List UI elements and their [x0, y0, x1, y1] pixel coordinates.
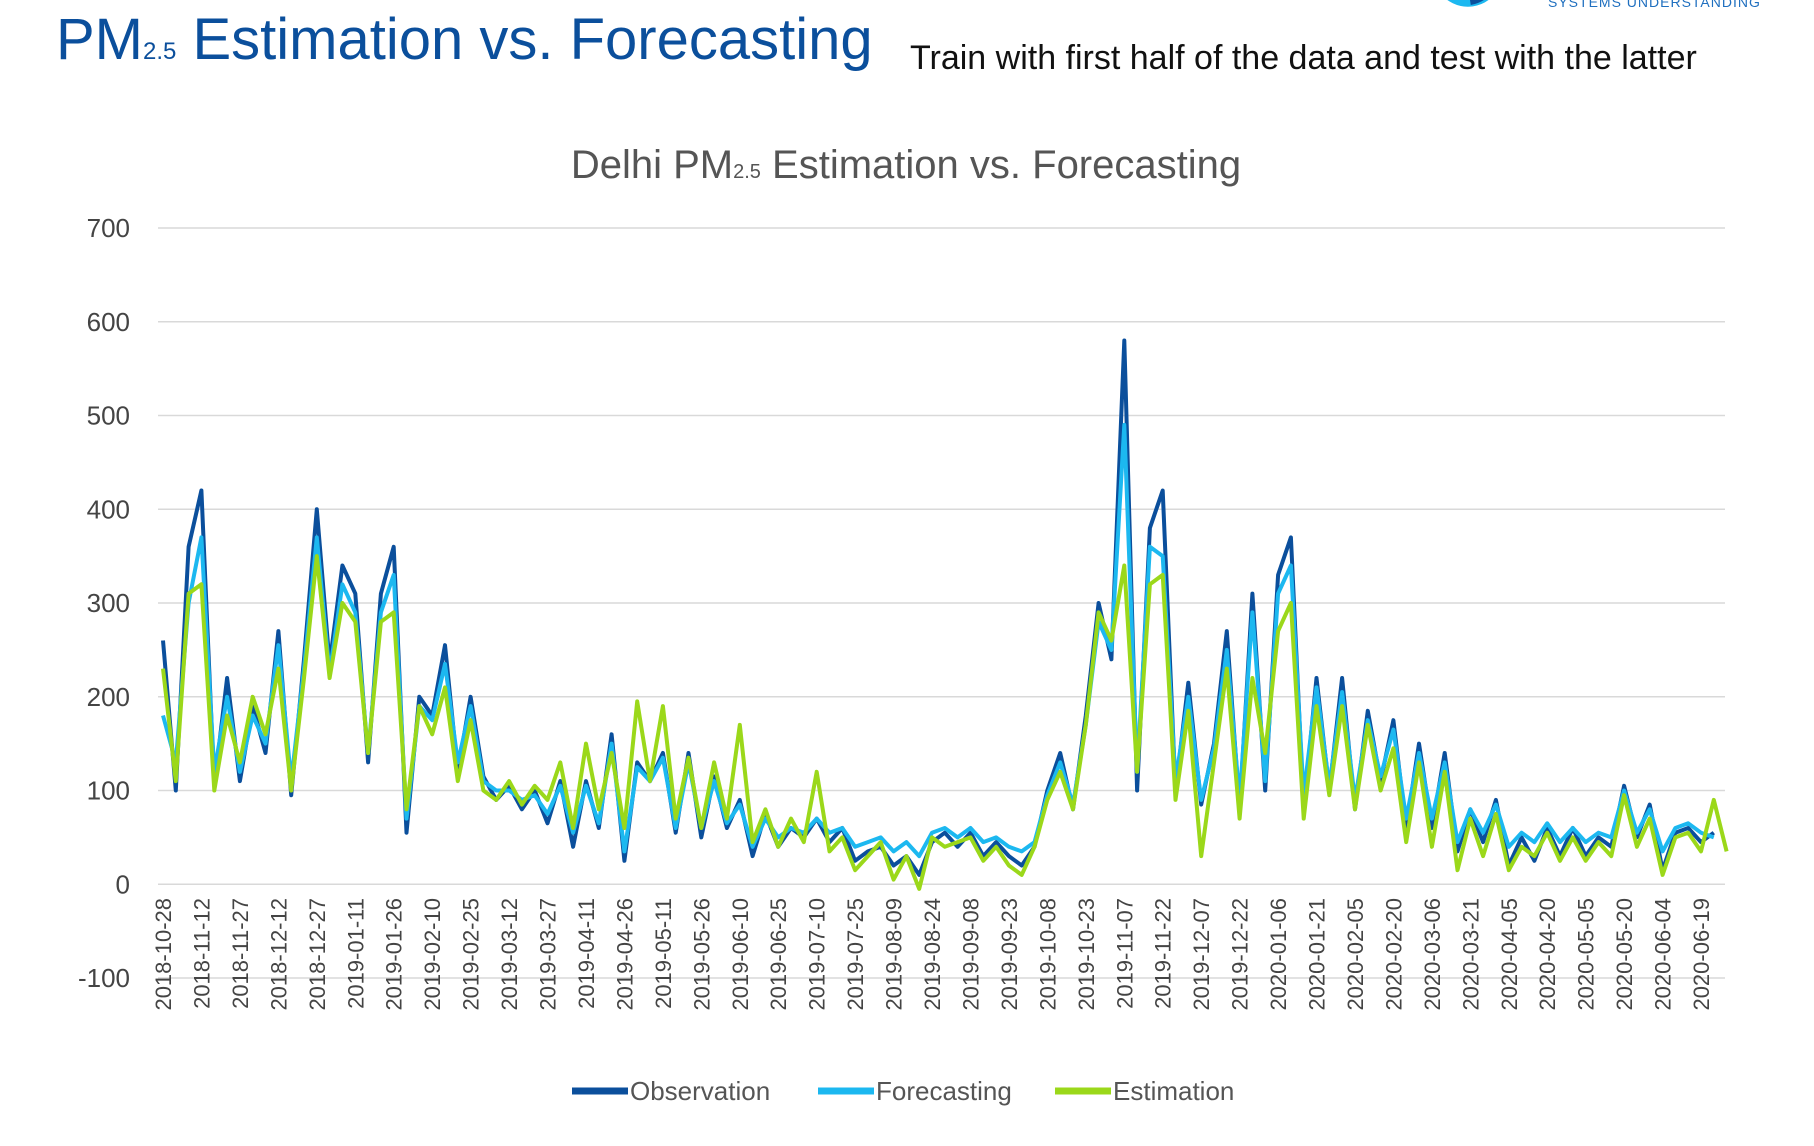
x-tick-label: 2019-04-11: [574, 898, 599, 1009]
series-lines: [161, 338, 1729, 891]
legend: Observation Forecasting Estimation: [572, 1076, 1234, 1106]
x-tick-label: 2018-11-27: [228, 898, 253, 1009]
slide-title-rest: Estimation vs. Forecasting: [176, 7, 873, 72]
slide-title-subscript: 2.5: [143, 38, 177, 65]
chart-title-rest: Estimation vs. Forecasting: [761, 143, 1241, 187]
x-tick-label: 2019-11-22: [1151, 898, 1176, 1009]
x-tick-label: 2019-08-24: [920, 898, 945, 1011]
y-tick-label: -100: [78, 963, 130, 993]
x-tick-label: 2019-12-07: [1189, 898, 1214, 1011]
x-tick-label: 2019-08-09: [882, 898, 907, 1011]
x-tick-label: 2019-02-25: [459, 898, 484, 1011]
y-axis-ticks: 700 600 500 400 300 200 100 0 -100: [78, 213, 130, 993]
y-tick-label: 0: [116, 869, 130, 899]
y-tick-label: 600: [87, 307, 130, 337]
legend-label-observation: Observation: [630, 1076, 770, 1106]
x-tick-label: 2020-06-19: [1689, 898, 1714, 1011]
logo-text: SYSTEMS UNDERSTANDING: [1548, 0, 1761, 10]
y-tick-label: 500: [87, 401, 130, 431]
x-tick-label: 2019-06-10: [728, 898, 753, 1011]
x-tick-label: 2020-02-20: [1381, 898, 1406, 1011]
x-tick-label: 2020-03-06: [1420, 898, 1445, 1011]
x-tick-label: 2020-02-05: [1343, 898, 1368, 1011]
chart-title-subscript: 2.5: [733, 161, 761, 183]
x-tick-label: 2020-01-21: [1305, 898, 1330, 1011]
x-tick-label: 2020-04-05: [1497, 898, 1522, 1011]
chart-title-main: Delhi PM: [571, 143, 733, 187]
x-tick-label: 2020-03-21: [1458, 898, 1483, 1011]
x-tick-label: 2019-05-26: [689, 898, 714, 1011]
slide-subtitle: Train with first half of the data and te…: [910, 39, 1697, 77]
x-tick-label: 2019-03-12: [497, 898, 522, 1011]
x-tick-label: 2019-10-23: [1074, 898, 1099, 1011]
x-tick-label: 2019-11-07: [1112, 898, 1137, 1009]
x-tick-label: 2019-09-23: [997, 898, 1022, 1011]
x-tick-label: 2020-05-20: [1612, 898, 1637, 1011]
gridlines: [158, 227, 1725, 979]
y-tick-label: 300: [87, 588, 130, 618]
x-tick-label: 2020-06-04: [1651, 898, 1676, 1011]
x-tick-label: 2019-05-11: [651, 898, 676, 1009]
x-tick-label: 2020-05-05: [1574, 898, 1599, 1011]
y-tick-label: 100: [87, 776, 130, 806]
x-tick-label: 2018-11-12: [189, 898, 214, 1009]
x-tick-label: 2019-10-08: [1035, 898, 1060, 1011]
slide-title-main: PM: [56, 7, 143, 72]
legend-label-estimation: Estimation: [1113, 1076, 1234, 1106]
x-tick-label: 2020-04-20: [1535, 898, 1560, 1011]
legend-label-forecasting: Forecasting: [876, 1076, 1012, 1106]
series-line-estimation: [161, 554, 1729, 891]
x-tick-label: 2019-01-26: [382, 898, 407, 1011]
x-tick-label: 2019-01-11: [343, 898, 368, 1009]
x-tick-label: 2018-12-12: [266, 898, 291, 1011]
x-tick-label: 2019-09-08: [958, 898, 983, 1011]
x-tick-label: 2019-03-27: [536, 898, 561, 1011]
x-tick-label: 2019-02-10: [420, 898, 445, 1011]
y-tick-label: 400: [87, 494, 130, 524]
x-tick-label: 2018-12-27: [305, 898, 330, 1011]
y-tick-label: 700: [87, 213, 130, 243]
x-tick-label: 2019-07-10: [805, 898, 830, 1011]
y-tick-label: 200: [87, 682, 130, 712]
chart-title: Delhi PM2.5 Estimation vs. Forecasting: [571, 143, 1241, 187]
x-tick-label: 2019-07-25: [843, 898, 868, 1011]
slide-title: PM2.5 Estimation vs. Forecasting: [56, 4, 873, 88]
x-tick-label: 2019-04-26: [612, 898, 637, 1011]
x-tick-label: 2018-10-28: [151, 898, 176, 1011]
x-tick-label: 2019-12-22: [1228, 898, 1253, 1011]
x-tick-label: 2020-01-06: [1266, 898, 1291, 1011]
x-axis-ticks: 2018-10-28 2018-11-12 2018-11-27 2018-12-12…: [151, 898, 1714, 1011]
x-tick-label: 2019-06-25: [766, 898, 791, 1011]
